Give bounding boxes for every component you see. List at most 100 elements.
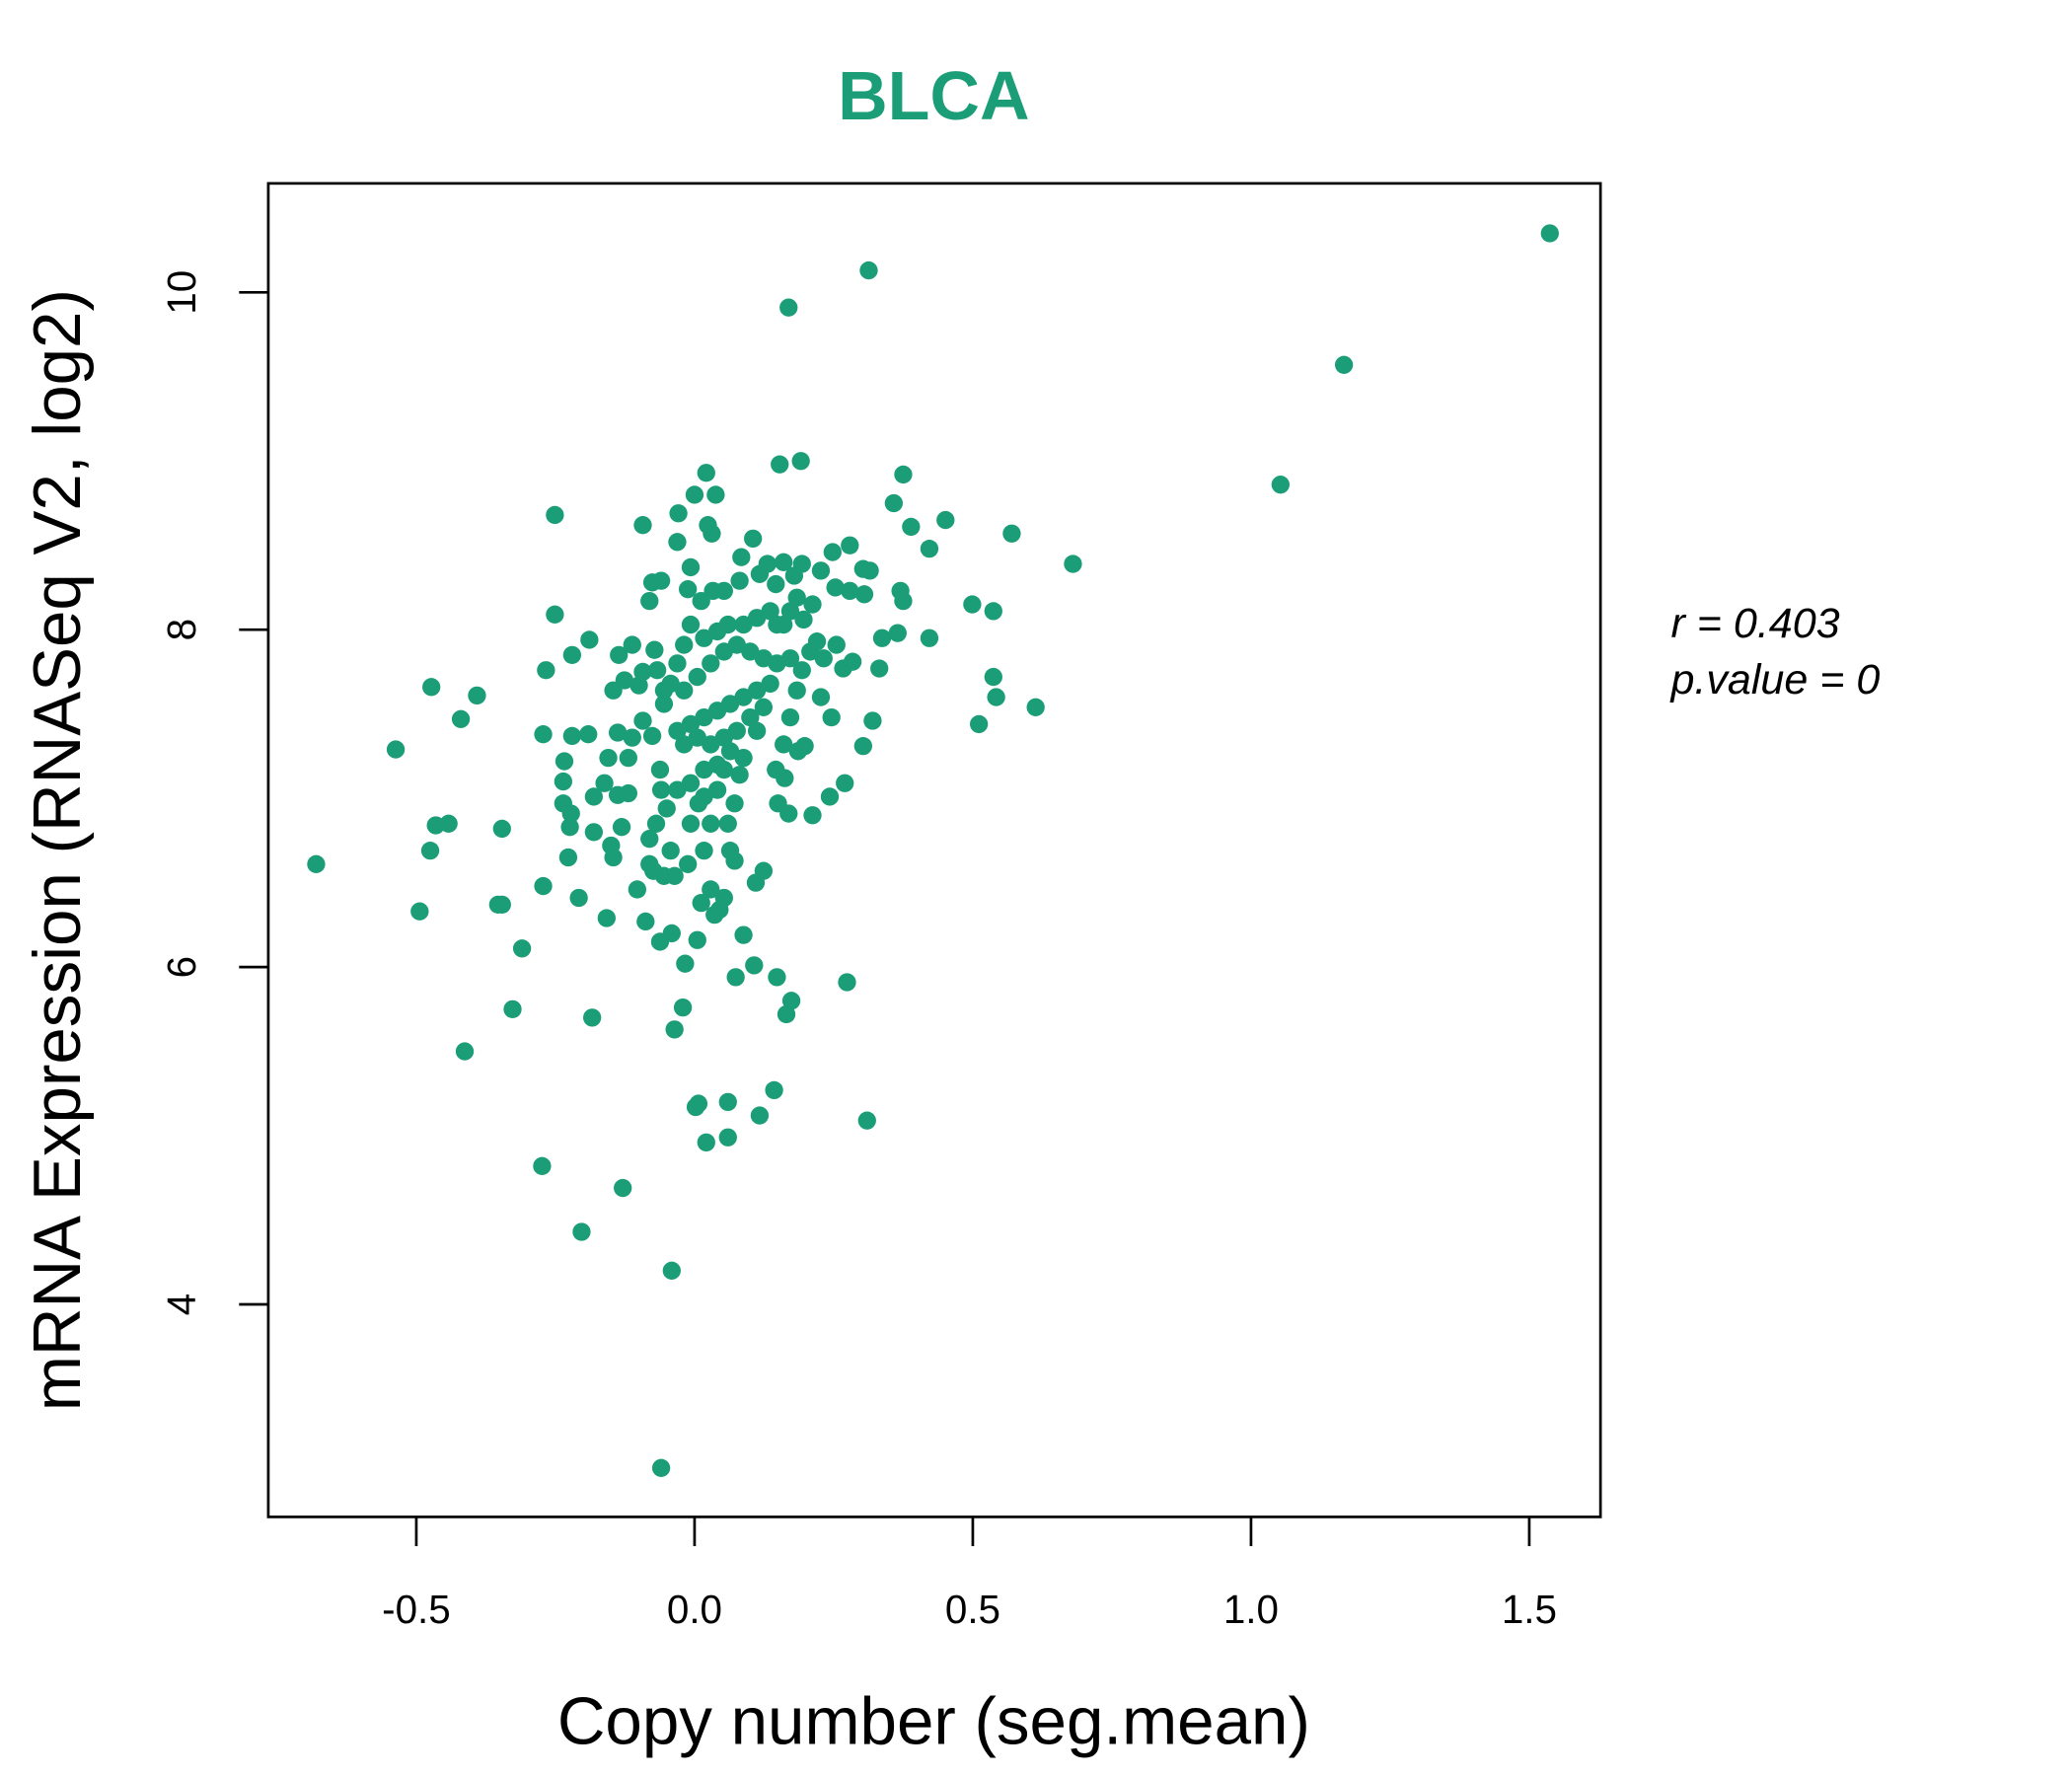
data-point xyxy=(554,772,572,791)
data-point xyxy=(718,814,737,833)
data-point xyxy=(720,841,740,860)
data-point xyxy=(695,760,713,779)
data-point xyxy=(936,510,955,530)
data-point xyxy=(668,780,687,799)
data-point xyxy=(668,721,687,740)
data-point xyxy=(512,939,532,958)
data-point xyxy=(860,561,879,580)
data-point xyxy=(1334,355,1354,374)
data-point xyxy=(841,581,859,601)
data-point xyxy=(734,925,753,944)
p-value: p.value = 0 xyxy=(1668,656,1880,703)
data-point xyxy=(619,783,637,803)
data-point xyxy=(795,737,814,756)
data-point xyxy=(794,610,813,629)
data-point xyxy=(781,992,801,1010)
data-point xyxy=(811,688,831,706)
data-point xyxy=(572,1222,591,1241)
data-point xyxy=(675,635,694,654)
data-point xyxy=(854,585,874,604)
data-point xyxy=(859,260,878,280)
data-points xyxy=(307,224,1559,1477)
correlation-r: r = 0.403 xyxy=(1670,600,1839,647)
data-point xyxy=(628,880,647,899)
data-point xyxy=(1271,476,1290,494)
data-point xyxy=(673,998,693,1017)
data-point xyxy=(920,629,939,647)
y-tick-label: 10 xyxy=(159,270,204,315)
data-point xyxy=(838,973,856,992)
data-point xyxy=(707,622,727,641)
data-point xyxy=(679,580,698,599)
data-point xyxy=(706,485,725,504)
data-point xyxy=(707,780,727,799)
data-point xyxy=(744,529,763,549)
x-tick-label: 1.0 xyxy=(1223,1587,1279,1632)
data-point xyxy=(803,806,822,825)
data-point xyxy=(697,464,715,482)
data-point xyxy=(792,555,811,573)
data-point xyxy=(675,735,694,754)
data-point xyxy=(703,524,721,543)
data-point xyxy=(920,539,939,558)
data-point xyxy=(681,774,701,792)
data-point xyxy=(584,823,604,842)
data-point xyxy=(646,814,666,833)
data-point xyxy=(787,681,806,700)
data-point xyxy=(468,686,486,705)
data-point xyxy=(745,956,764,975)
data-point xyxy=(685,485,704,504)
data-point xyxy=(619,748,637,768)
data-point xyxy=(767,760,785,779)
data-point xyxy=(692,893,710,913)
data-point xyxy=(702,814,720,833)
data-point xyxy=(863,711,882,730)
data-point xyxy=(657,799,676,818)
data-point xyxy=(647,661,667,680)
data-point xyxy=(888,624,907,642)
data-point xyxy=(651,571,671,590)
data-point xyxy=(750,564,770,583)
data-point xyxy=(814,649,833,668)
data-point xyxy=(761,674,779,694)
data-point xyxy=(732,548,751,566)
data-point xyxy=(537,661,555,680)
data-point xyxy=(747,609,767,628)
data-point xyxy=(455,1042,475,1061)
data-point xyxy=(662,1261,681,1280)
data-point xyxy=(775,553,793,571)
data-point xyxy=(902,517,921,537)
data-point xyxy=(623,728,641,747)
data-point xyxy=(546,605,564,624)
data-point xyxy=(791,452,810,471)
y-axis: 4 6 8 10 xyxy=(159,270,268,1315)
data-point xyxy=(681,615,701,634)
data-point xyxy=(681,814,701,833)
data-point xyxy=(651,780,671,799)
data-point xyxy=(870,659,889,678)
x-tick-label: -0.5 xyxy=(382,1587,451,1632)
x-axis: -0.5 0.0 0.5 1.0 1.5 xyxy=(382,1517,1557,1632)
data-point xyxy=(665,1020,684,1039)
data-point xyxy=(692,591,710,611)
data-point xyxy=(769,794,787,813)
data-point xyxy=(707,702,727,720)
data-point xyxy=(604,848,623,867)
data-point xyxy=(534,876,553,896)
data-point xyxy=(836,774,854,792)
data-point xyxy=(969,714,989,734)
data-point xyxy=(689,1094,708,1113)
data-point xyxy=(843,652,862,671)
data-point xyxy=(633,662,652,682)
data-point xyxy=(792,661,811,680)
data-point xyxy=(807,632,827,651)
data-point xyxy=(695,787,713,806)
data-point xyxy=(420,841,440,860)
data-point xyxy=(676,954,695,973)
data-point xyxy=(669,504,688,523)
chart-title: BLCA xyxy=(838,57,1029,134)
data-point xyxy=(780,707,800,727)
data-point xyxy=(827,635,846,654)
data-point xyxy=(695,629,713,647)
data-point xyxy=(779,298,798,317)
